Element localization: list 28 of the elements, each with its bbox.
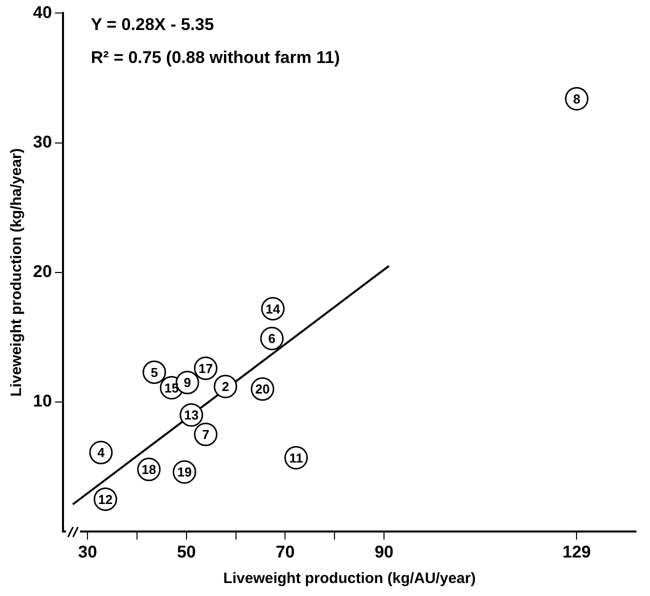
y-tick-label: 20	[32, 262, 52, 282]
annotation: 11	[289, 450, 303, 466]
annotation: 8	[573, 91, 580, 106]
annotation: 20	[255, 382, 270, 397]
y-axis-title: Liveweight production (kg/ha/year)	[8, 148, 26, 397]
x-tick-label: 70	[276, 542, 295, 562]
y-tick-label: 10	[32, 392, 52, 411]
annotation: 13	[184, 408, 199, 423]
annotation: 18	[142, 462, 156, 477]
annotation: 6	[268, 331, 276, 346]
y-tick-label: 30	[32, 132, 52, 152]
annotation: 12	[98, 492, 113, 507]
y-tick-label: 40	[32, 2, 52, 22]
annotation: Y = 0.28X - 5.35	[90, 14, 214, 34]
annotation: 14	[266, 301, 281, 316]
annotation: 19	[177, 464, 192, 480]
annotation: 4	[97, 445, 106, 460]
annotation: 9	[184, 375, 192, 390]
x-tick-label: 90	[374, 542, 394, 562]
x-tick-label: 50	[176, 542, 196, 562]
annotation: R² = 0.75 (0.88 without farm 11)	[90, 48, 340, 67]
annotation: 2	[222, 379, 230, 394]
x-tick-label: 129	[562, 542, 591, 562]
x-tick-label: 30	[78, 542, 98, 562]
annotation: 7	[202, 426, 210, 442]
annotation: 5	[150, 364, 158, 380]
annotation: 17	[198, 360, 213, 376]
x-axis-title: Liveweight production (kg/AU/year)	[223, 570, 476, 588]
